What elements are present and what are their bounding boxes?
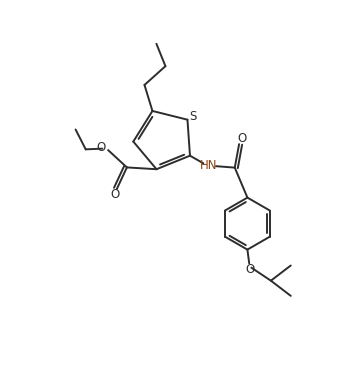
Text: HN: HN — [200, 159, 218, 172]
Text: O: O — [96, 141, 106, 154]
Text: S: S — [189, 109, 197, 123]
Text: O: O — [237, 132, 246, 145]
Text: O: O — [111, 188, 120, 201]
Text: O: O — [245, 263, 254, 276]
